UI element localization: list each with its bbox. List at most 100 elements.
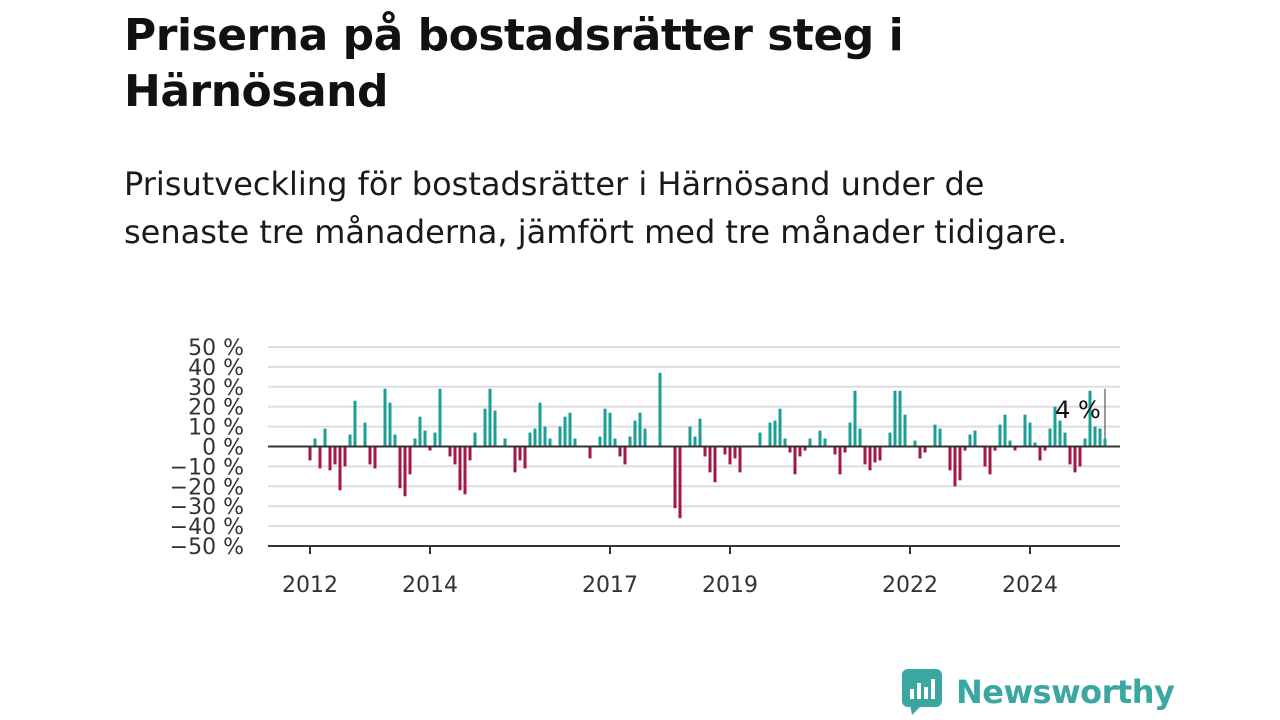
bar (993, 446, 997, 451)
bar (853, 390, 857, 447)
bar (948, 446, 952, 471)
bar (903, 414, 907, 447)
bars (308, 372, 1107, 519)
bar (603, 408, 607, 447)
bar (848, 422, 852, 447)
bar (638, 412, 642, 447)
bar (953, 446, 957, 487)
bar (468, 446, 472, 461)
bar (393, 434, 397, 447)
bar (688, 426, 692, 447)
bar (538, 402, 542, 447)
bar (1093, 426, 1097, 447)
bar (1023, 414, 1027, 447)
bar (723, 446, 727, 455)
bar (963, 446, 967, 451)
bar (573, 438, 577, 447)
bar (673, 446, 677, 509)
bar (488, 388, 492, 447)
chart-title: Priserna på bostadsrätter steg i Härnösa… (124, 10, 904, 117)
bar (388, 402, 392, 447)
annotation-label: 4 % (1055, 396, 1101, 424)
bar (613, 438, 617, 447)
bar (598, 436, 602, 447)
bar (888, 432, 892, 447)
bar (898, 390, 902, 447)
bar (1083, 438, 1087, 447)
x-axis-labels: 2012 2014 2017 2019 2022 2024 (282, 546, 1058, 598)
bar (323, 428, 327, 447)
bar (708, 446, 712, 473)
bar (918, 446, 922, 459)
bar (558, 426, 562, 447)
y-tick-label: 20 % (188, 396, 244, 421)
bar (793, 446, 797, 475)
bar (1088, 390, 1092, 447)
x-tick-label: 2014 (402, 573, 458, 598)
bar (643, 428, 647, 447)
bar (873, 446, 877, 463)
bar (933, 424, 937, 447)
bar (798, 446, 802, 457)
bar (738, 446, 742, 473)
y-tick-label: −10 % (170, 455, 244, 480)
bar (438, 388, 442, 447)
newsworthy-logo: Newsworthy (902, 668, 1175, 716)
bar (458, 446, 462, 491)
bar (633, 420, 637, 447)
x-tick-label: 2022 (882, 573, 938, 598)
bar (333, 446, 337, 465)
bar (1028, 422, 1032, 447)
chart-subtitle: Prisutveckling för bostadsrätter i Härnö… (124, 165, 1068, 251)
bar (863, 446, 867, 465)
bar (783, 438, 787, 447)
bar (773, 420, 777, 447)
bar (1008, 440, 1012, 447)
bar (523, 446, 527, 469)
bar (913, 440, 917, 447)
bar (403, 446, 407, 497)
brand-name: Newsworthy (956, 673, 1175, 711)
axes (268, 445, 1120, 547)
bar (973, 430, 977, 447)
x-tick-label: 2012 (282, 573, 338, 598)
bar (698, 418, 702, 447)
newsworthy-logo-icon (902, 669, 942, 715)
bar (858, 428, 862, 447)
y-tick-label: 40 % (188, 356, 244, 381)
bar (703, 446, 707, 457)
bar (513, 446, 517, 473)
x-tick-label: 2019 (702, 573, 758, 598)
bar (878, 446, 882, 461)
bar (363, 422, 367, 447)
bar (423, 430, 427, 447)
y-tick-label: −30 % (170, 495, 244, 520)
annotations: 4 % (1055, 388, 1106, 439)
bar (768, 422, 772, 447)
bar (1103, 438, 1107, 447)
bar (543, 426, 547, 447)
bar (463, 446, 467, 495)
bar (568, 412, 572, 447)
bar (408, 446, 412, 475)
bar (448, 446, 452, 457)
bar (713, 446, 717, 483)
bar (428, 446, 432, 451)
bar (958, 446, 962, 481)
bar (868, 446, 872, 471)
bar (1098, 428, 1102, 447)
bar (968, 434, 972, 447)
bar (373, 446, 377, 469)
bar (788, 446, 792, 453)
bar (1078, 446, 1082, 467)
bar (1013, 446, 1017, 451)
bar (368, 446, 372, 465)
bar (998, 424, 1002, 447)
bar (1073, 446, 1077, 473)
bar (623, 446, 627, 465)
bar (1068, 446, 1072, 465)
bar (628, 436, 632, 447)
x-tick-label: 2017 (582, 573, 638, 598)
bar (1038, 446, 1042, 461)
bar (343, 446, 347, 467)
